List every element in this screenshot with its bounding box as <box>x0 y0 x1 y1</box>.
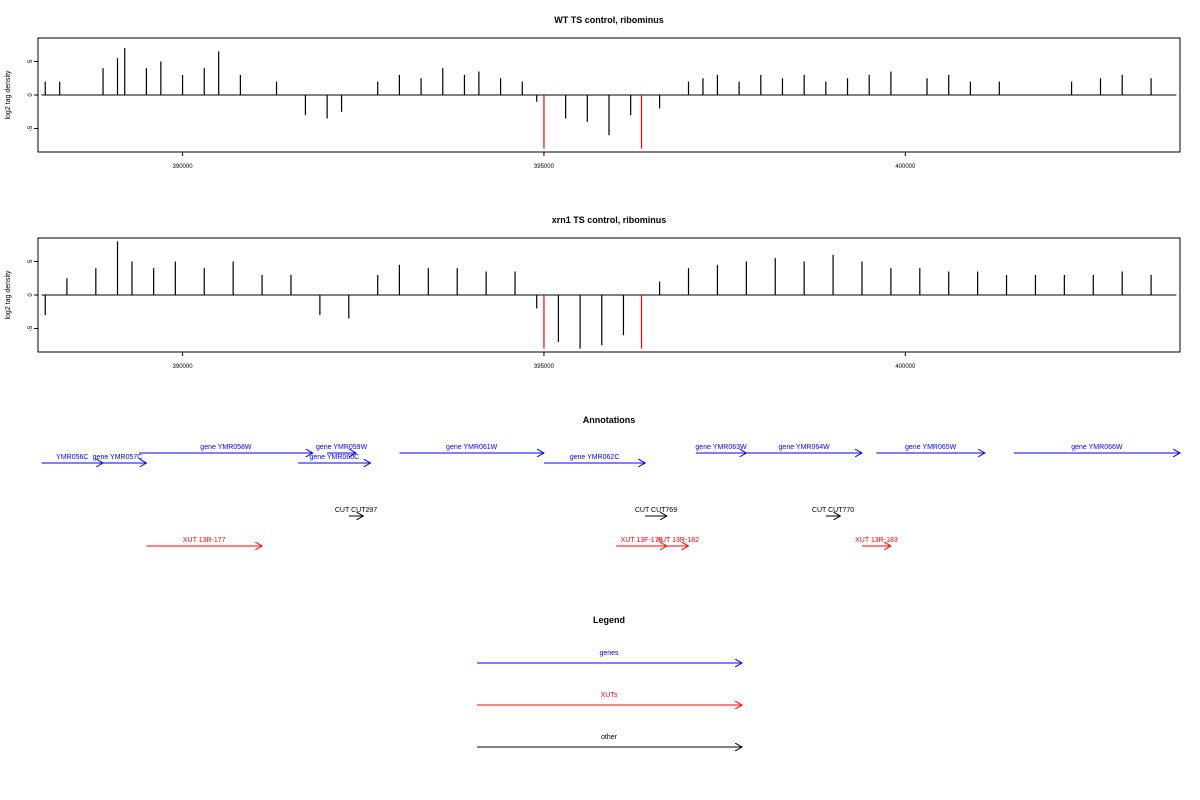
cut-label: CUT CUT769 <box>635 507 677 514</box>
legend-label: other <box>601 734 618 741</box>
annotations-panel: Annotations YMR056C gene YMR057C gene YMR0… <box>41 415 1180 546</box>
x-tick-label: 400000 <box>895 364 916 370</box>
y-tick-label: -5 <box>28 125 34 131</box>
y-axis-label: log2 tag density <box>5 70 12 120</box>
y-axis: 5 0 -5 <box>28 259 38 331</box>
gene-label: gene YMR066W <box>1071 444 1123 451</box>
gene-label: YMR056C <box>56 454 88 461</box>
xut-label: XUT 13R-182 <box>656 537 699 544</box>
y-tick-label: 0 <box>28 293 34 297</box>
gene-label: gene YMR065W <box>905 444 957 451</box>
gene-label: gene YMR059W <box>316 444 368 451</box>
chart-panel-xrn1: xrn1 TS control, ribominus log2 tag dens… <box>5 215 1181 370</box>
gene-label: gene YMR057C <box>93 454 143 461</box>
x-axis: 390000 395000 400000 <box>173 352 916 370</box>
cut-label: CUT CUT770 <box>812 507 854 514</box>
gene-label: gene YMR058W <box>200 444 252 451</box>
y-tick-label: 5 <box>28 59 34 63</box>
x-tick-label: 400000 <box>895 164 916 170</box>
legend-title: Legend <box>593 615 625 625</box>
legend: Legend genes XUTs other <box>477 615 742 747</box>
gene-label: gene YMR062C <box>570 454 620 461</box>
xut-label: XUT 13F-179 <box>621 537 663 544</box>
y-axis: 5 0 -5 <box>28 59 38 131</box>
y-tick-label: 0 <box>28 93 34 97</box>
x-tick-label: 390000 <box>173 364 194 370</box>
gene-label: gene YMR063W <box>695 444 747 451</box>
annotations-title: Annotations <box>583 415 636 425</box>
gene-label: gene YMR061W <box>446 444 498 451</box>
cut-label: CUT CUT297 <box>335 507 377 514</box>
x-tick-label: 395000 <box>534 364 555 370</box>
annotation-items: YMR056C gene YMR057C gene YMR058W gene YMR0… <box>41 444 1180 546</box>
chart-panel-wt: WT TS control, ribominus log2 tag densit… <box>5 15 1181 170</box>
chart-title: WT TS control, ribominus <box>554 15 664 25</box>
y-tick-label: -5 <box>28 325 34 331</box>
legend-label: XUTs <box>601 692 618 699</box>
xut-label: XUT 13R-183 <box>855 537 898 544</box>
x-axis: 390000 395000 400000 <box>173 152 916 170</box>
legend-items: genes XUTs other <box>477 650 742 747</box>
chart-title: xrn1 TS control, ribominus <box>552 215 667 225</box>
y-tick-label: 5 <box>28 259 34 263</box>
bars-group <box>41 48 1177 149</box>
xut-label: XUT 13R-177 <box>183 537 226 544</box>
x-tick-label: 395000 <box>534 164 555 170</box>
gene-label: gene YMR060C <box>309 454 359 461</box>
y-axis-label: log2 tag density <box>5 270 12 320</box>
legend-label: genes <box>599 650 619 657</box>
bars-group <box>41 241 1177 349</box>
gene-label: gene YMR064W <box>779 444 831 451</box>
x-tick-label: 390000 <box>173 164 194 170</box>
